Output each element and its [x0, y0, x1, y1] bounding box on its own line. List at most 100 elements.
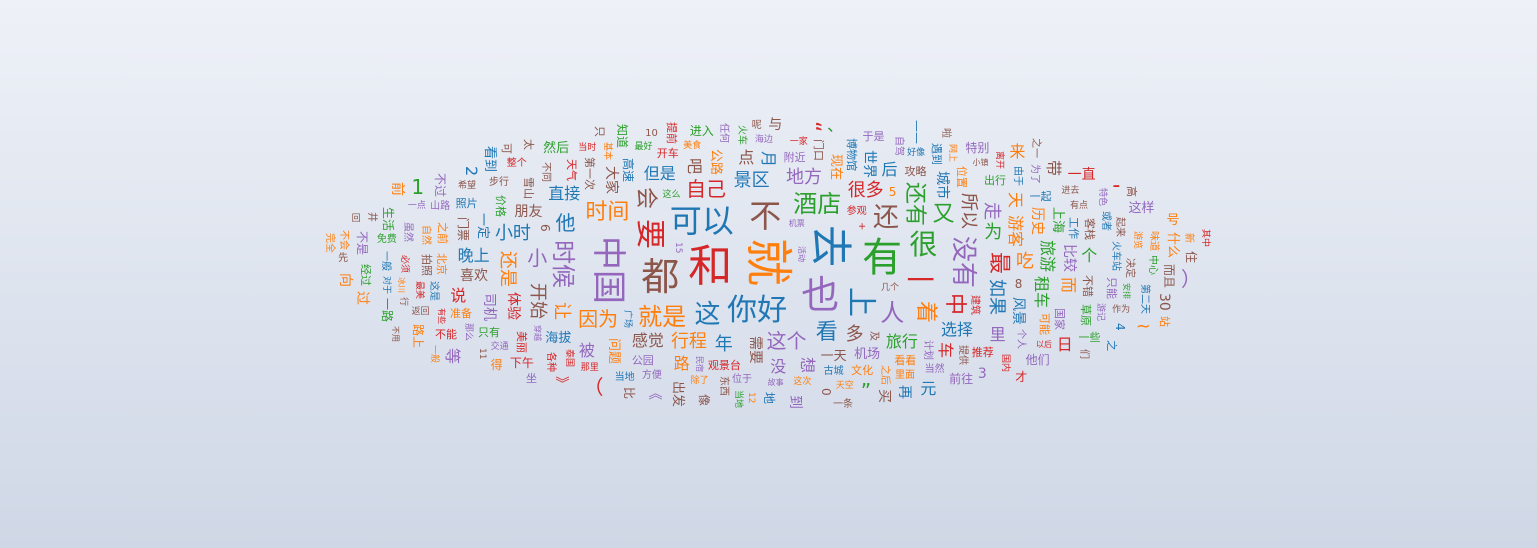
cloud-word: 因为 [578, 307, 619, 332]
cloud-word: 行程 [670, 330, 707, 352]
cloud-word: 博物馆 [845, 138, 859, 172]
cloud-word: 只 [593, 125, 607, 137]
cloud-word: 司机 [481, 292, 498, 321]
cloud-word: 朋友 [514, 203, 543, 220]
cloud-word: 比较 [1061, 243, 1078, 272]
cloud-word: 看看 [894, 354, 917, 368]
cloud-word: 景区 [733, 169, 770, 191]
cloud-word: 才 [1015, 370, 1028, 385]
cloud-word: 作为 [1112, 305, 1131, 316]
cloud-word: 风景 [1010, 296, 1027, 325]
cloud-word: 有 [862, 235, 903, 282]
cloud-word: 可能 [1037, 313, 1051, 336]
cloud-word: 中国 [587, 235, 628, 304]
cloud-word: 酒店 [793, 189, 842, 218]
cloud-word: 故事 [767, 377, 784, 387]
cloud-word: 时间 [585, 200, 630, 226]
cloud-word: 小时 [494, 222, 531, 244]
cloud-word: 一般 [428, 344, 439, 363]
cloud-word: 特色 [1096, 187, 1107, 206]
cloud-word: 、 [827, 115, 844, 135]
cloud-word: 任何 [718, 122, 730, 143]
cloud-word: 有些 [437, 307, 447, 324]
cloud-word: 多 [845, 323, 864, 345]
cloud-word: 及 [867, 330, 879, 341]
cloud-word: 一路 [380, 297, 395, 322]
cloud-word: - [1112, 173, 1121, 199]
cloud-word: 历史 [1029, 206, 1046, 235]
cloud-word: 一 [906, 263, 935, 297]
cloud-word: 当地 [614, 371, 635, 383]
cloud-word: 第二天 [1139, 283, 1151, 314]
cloud-word: 选择 [940, 319, 973, 339]
cloud-word: 游览 [1132, 231, 1143, 250]
cloud-word: 里面 [895, 369, 916, 381]
cloud-word: 不会 [338, 229, 350, 250]
cloud-word: 文化 [851, 364, 874, 378]
cloud-word: 第一次 [583, 157, 597, 191]
cloud-word: 吃 [1015, 250, 1034, 272]
cloud-word: 遇到 [929, 142, 943, 165]
cloud-word: 游客 [1005, 214, 1025, 247]
cloud-word: 很多 [847, 180, 884, 201]
cloud-word: 东西 [717, 376, 729, 397]
cloud-word: 进入 [689, 123, 714, 138]
cloud-word: 不能 [434, 328, 457, 342]
cloud-word: 基本 [602, 142, 613, 161]
cloud-word: 只能 [1104, 276, 1118, 299]
cloud-word: 旅行 [885, 331, 918, 351]
cloud-word: 问题 [605, 337, 621, 364]
cloud-word: 喜欢 [460, 267, 488, 284]
cloud-word: 0 [818, 387, 833, 396]
cloud-word: 最 [986, 251, 1012, 274]
cloud-word: 为 [984, 222, 1003, 244]
cloud-word: 看 [815, 320, 838, 346]
cloud-word: 后 [881, 159, 898, 179]
cloud-word: 整个 [506, 158, 527, 170]
cloud-word: 这个 [766, 329, 807, 354]
cloud-word: 感觉 [631, 331, 664, 351]
cloud-word: 不 [749, 196, 782, 235]
cloud-word: 下午 [509, 355, 534, 370]
cloud-word: 必须 [399, 254, 410, 273]
cloud-word: 知道 [614, 124, 629, 149]
cloud-word: 站 [1157, 315, 1171, 327]
cloud-word: 行 [398, 297, 409, 307]
cloud-word: 可以 [669, 201, 734, 240]
cloud-word: 海边 [754, 135, 773, 146]
cloud-word: 建筑 [969, 294, 981, 315]
cloud-word: “ [798, 121, 824, 133]
cloud-word: 但是 [643, 164, 676, 184]
cloud-word: 决定 [1123, 258, 1135, 279]
cloud-word: 对于 [380, 275, 391, 294]
cloud-word: 那里 [580, 362, 599, 373]
cloud-word: 回 [351, 214, 361, 225]
cloud-word: 直接 [548, 184, 581, 204]
cloud-word: 想 [797, 356, 817, 373]
cloud-word: 人 [880, 299, 905, 328]
cloud-word: 还是 [496, 251, 518, 288]
cloud-word: 5 [888, 185, 897, 200]
cloud-word: 11 [477, 348, 488, 360]
cloud-word: 高速 [621, 157, 636, 182]
cloud-word: 虽然 [401, 222, 413, 243]
cloud-word: 还有 [902, 182, 928, 227]
cloud-word: 客栈 [1082, 218, 1096, 241]
cloud-word: 路 [673, 354, 690, 374]
cloud-word: 一点 [407, 200, 426, 211]
cloud-word: 价格 [493, 194, 507, 217]
cloud-word: 准备 [450, 306, 472, 320]
cloud-word: 需要 [747, 336, 764, 365]
cloud-word: 公路 [708, 148, 724, 175]
cloud-word: 中 [941, 293, 967, 316]
cloud-word: 完全 [323, 233, 335, 254]
cloud-word: 得 [490, 357, 503, 372]
cloud-word: 去 [806, 224, 856, 267]
cloud-word: 起来 [1113, 217, 1125, 237]
cloud-word: 说 [450, 285, 467, 305]
cloud-word: 中心 [1146, 254, 1158, 275]
cloud-word: 好像 [907, 147, 926, 158]
cloud-word: 步行 [489, 176, 509, 188]
cloud-word: 位置 [954, 165, 968, 188]
cloud-word: 当地 [733, 390, 744, 409]
